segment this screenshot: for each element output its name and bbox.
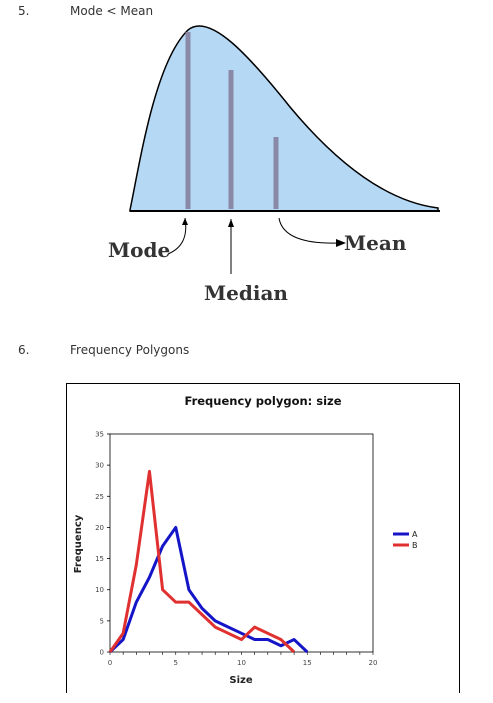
x-axis-ticks: 0 5 10 15 20: [108, 652, 378, 667]
y-tick-label: 30: [95, 462, 104, 470]
mode-pointer-head: [182, 218, 188, 225]
series-lines: [108, 469, 309, 654]
y-axis-label: Frequency: [73, 514, 84, 573]
y-tick-label: 0: [100, 649, 104, 657]
y-tick-label: 10: [95, 586, 104, 594]
distribution-curve: [129, 25, 439, 212]
y-tick-label: 15: [95, 555, 104, 563]
legend-label-A: A: [412, 530, 418, 539]
plot-area: [109, 433, 374, 653]
section-5-number: 5.: [18, 4, 30, 18]
y-tick-label: 20: [95, 524, 104, 532]
x-tick-label: 20: [369, 659, 378, 667]
median-pointer-head: [228, 219, 234, 227]
series-A-line: [108, 525, 309, 654]
legend-label-B: B: [412, 541, 418, 550]
chart-svg: Frequency polygon: size 0 5 10 15 20 25 30 35 0…: [73, 394, 418, 686]
frequency-polygon-chart: Frequency polygon: size 0 5 10 15 20 25 30 35 0…: [66, 383, 460, 693]
mean-pointer-head: [336, 239, 346, 247]
mode-label: Mode: [108, 238, 170, 262]
y-axis-ticks: 0 5 10 15 20 25 30 35: [95, 431, 110, 657]
mean-pointer-arrow: [278, 217, 339, 244]
x-tick-label: 15: [303, 659, 312, 667]
chart-title: Frequency polygon: size: [184, 394, 341, 408]
section-6-heading: Frequency Polygons: [70, 343, 190, 357]
median-label: Median: [204, 281, 288, 305]
y-tick-label: 25: [95, 493, 104, 501]
y-tick-label: 35: [95, 431, 104, 439]
section-5-heading: Mode < Mean: [70, 4, 154, 18]
skewed-distribution-diagram: Mode Median Mean: [100, 22, 450, 317]
y-tick-label: 5: [100, 617, 104, 625]
x-tick-label: 10: [237, 659, 246, 667]
x-axis-label: Size: [229, 675, 252, 686]
x-tick-label: 0: [108, 659, 112, 667]
section-6-number: 6.: [18, 343, 30, 357]
mean-label: Mean: [344, 231, 407, 255]
series-B-line: [108, 469, 296, 654]
legend: AB: [393, 530, 418, 550]
x-tick-label: 5: [174, 659, 178, 667]
skew-curve-svg: Mode Median Mean: [108, 25, 440, 305]
